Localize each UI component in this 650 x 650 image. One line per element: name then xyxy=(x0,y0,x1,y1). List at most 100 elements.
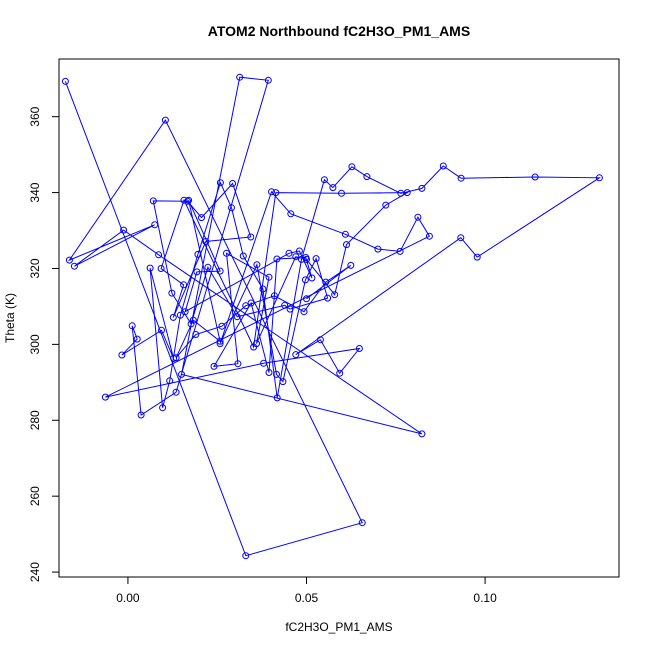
data-point xyxy=(228,204,235,212)
data-point xyxy=(355,345,363,352)
data-point xyxy=(242,302,250,310)
y-axis: 240 260 280 300 320 340 360 xyxy=(28,106,60,582)
data-point xyxy=(180,281,188,289)
data-point xyxy=(253,261,261,269)
data-point xyxy=(260,359,268,367)
data-point xyxy=(247,233,255,241)
data-layer xyxy=(61,73,603,560)
data-point xyxy=(178,370,185,378)
data-point xyxy=(151,221,159,229)
data-point xyxy=(259,285,267,293)
data-point xyxy=(265,273,273,281)
data-point xyxy=(425,232,433,240)
data-point xyxy=(149,197,157,205)
y-tick-label: 320 xyxy=(28,258,42,278)
data-point xyxy=(300,308,308,316)
data-point xyxy=(285,249,293,257)
data-point xyxy=(168,289,176,297)
data-point xyxy=(120,226,128,234)
data-point xyxy=(273,370,280,378)
data-point xyxy=(303,295,310,303)
data-point xyxy=(236,73,244,81)
data-point xyxy=(287,210,295,218)
data-point xyxy=(242,552,250,560)
data-point xyxy=(292,351,300,359)
data-point xyxy=(473,253,481,261)
data-point xyxy=(233,313,241,321)
plot-area-frame xyxy=(58,58,620,578)
x-axis-label: fC2H3O_PM1_AMS xyxy=(285,620,392,634)
data-point xyxy=(363,173,371,181)
data-point xyxy=(298,255,305,263)
data-point xyxy=(172,388,180,396)
data-point xyxy=(216,179,224,187)
data-point xyxy=(202,238,210,245)
data-point xyxy=(198,214,205,222)
x-tick-label: 0.00 xyxy=(116,591,140,605)
data-point xyxy=(418,184,426,192)
data-point xyxy=(169,313,177,321)
data-point xyxy=(264,76,272,84)
data-point xyxy=(172,354,180,362)
data-point xyxy=(210,362,218,370)
data-point xyxy=(187,320,195,328)
y-tick-label: 260 xyxy=(28,486,42,506)
data-point xyxy=(336,369,344,377)
data-point xyxy=(403,189,411,197)
data-point xyxy=(184,197,192,205)
data-point xyxy=(531,173,539,181)
x-tick-label: 0.10 xyxy=(473,591,497,605)
data-point xyxy=(347,261,355,269)
data-point xyxy=(180,196,188,204)
y-tick-label: 280 xyxy=(28,410,42,430)
data-point xyxy=(216,267,224,275)
data-point xyxy=(338,189,345,197)
data-point xyxy=(158,326,165,334)
data-point xyxy=(223,249,230,257)
data-point xyxy=(302,254,310,261)
data-point xyxy=(418,430,426,438)
data-point xyxy=(204,263,212,271)
data-point xyxy=(159,404,167,412)
data-point xyxy=(268,188,275,196)
data-point xyxy=(70,262,78,270)
y-tick-label: 340 xyxy=(28,182,42,202)
data-point xyxy=(329,184,337,192)
data-point xyxy=(161,116,169,124)
data-point xyxy=(439,162,447,170)
chart-title: ATOM2 Northbound fC2H3O_PM1_AMS xyxy=(208,23,470,39)
data-point xyxy=(137,411,145,419)
data-point xyxy=(295,247,303,255)
x-axis: 0.00 0.05 0.10 xyxy=(116,576,497,605)
data-point xyxy=(374,245,382,253)
data-point xyxy=(166,377,174,385)
data-point xyxy=(133,335,141,343)
data-point xyxy=(229,180,237,187)
data-point xyxy=(348,163,356,171)
data-point xyxy=(320,176,328,184)
data-point xyxy=(324,294,332,302)
data-point xyxy=(331,291,339,299)
data-point xyxy=(61,77,69,85)
data-point xyxy=(273,255,281,263)
data-point xyxy=(239,252,247,260)
data-point xyxy=(322,278,330,286)
data-point xyxy=(341,230,349,238)
y-tick-label: 360 xyxy=(28,106,42,126)
data-point xyxy=(301,276,309,284)
data-point xyxy=(343,241,350,249)
data-point xyxy=(216,337,224,345)
data-point xyxy=(218,322,226,330)
data-point xyxy=(316,336,324,344)
data-point xyxy=(146,264,154,272)
data-point xyxy=(358,519,366,527)
data-point xyxy=(273,394,281,402)
data-point xyxy=(185,196,193,204)
data-point xyxy=(118,351,126,359)
data-point xyxy=(234,360,242,368)
data-point xyxy=(292,253,300,261)
data-point xyxy=(308,274,316,282)
data-point xyxy=(65,256,73,264)
data-point xyxy=(128,322,136,330)
